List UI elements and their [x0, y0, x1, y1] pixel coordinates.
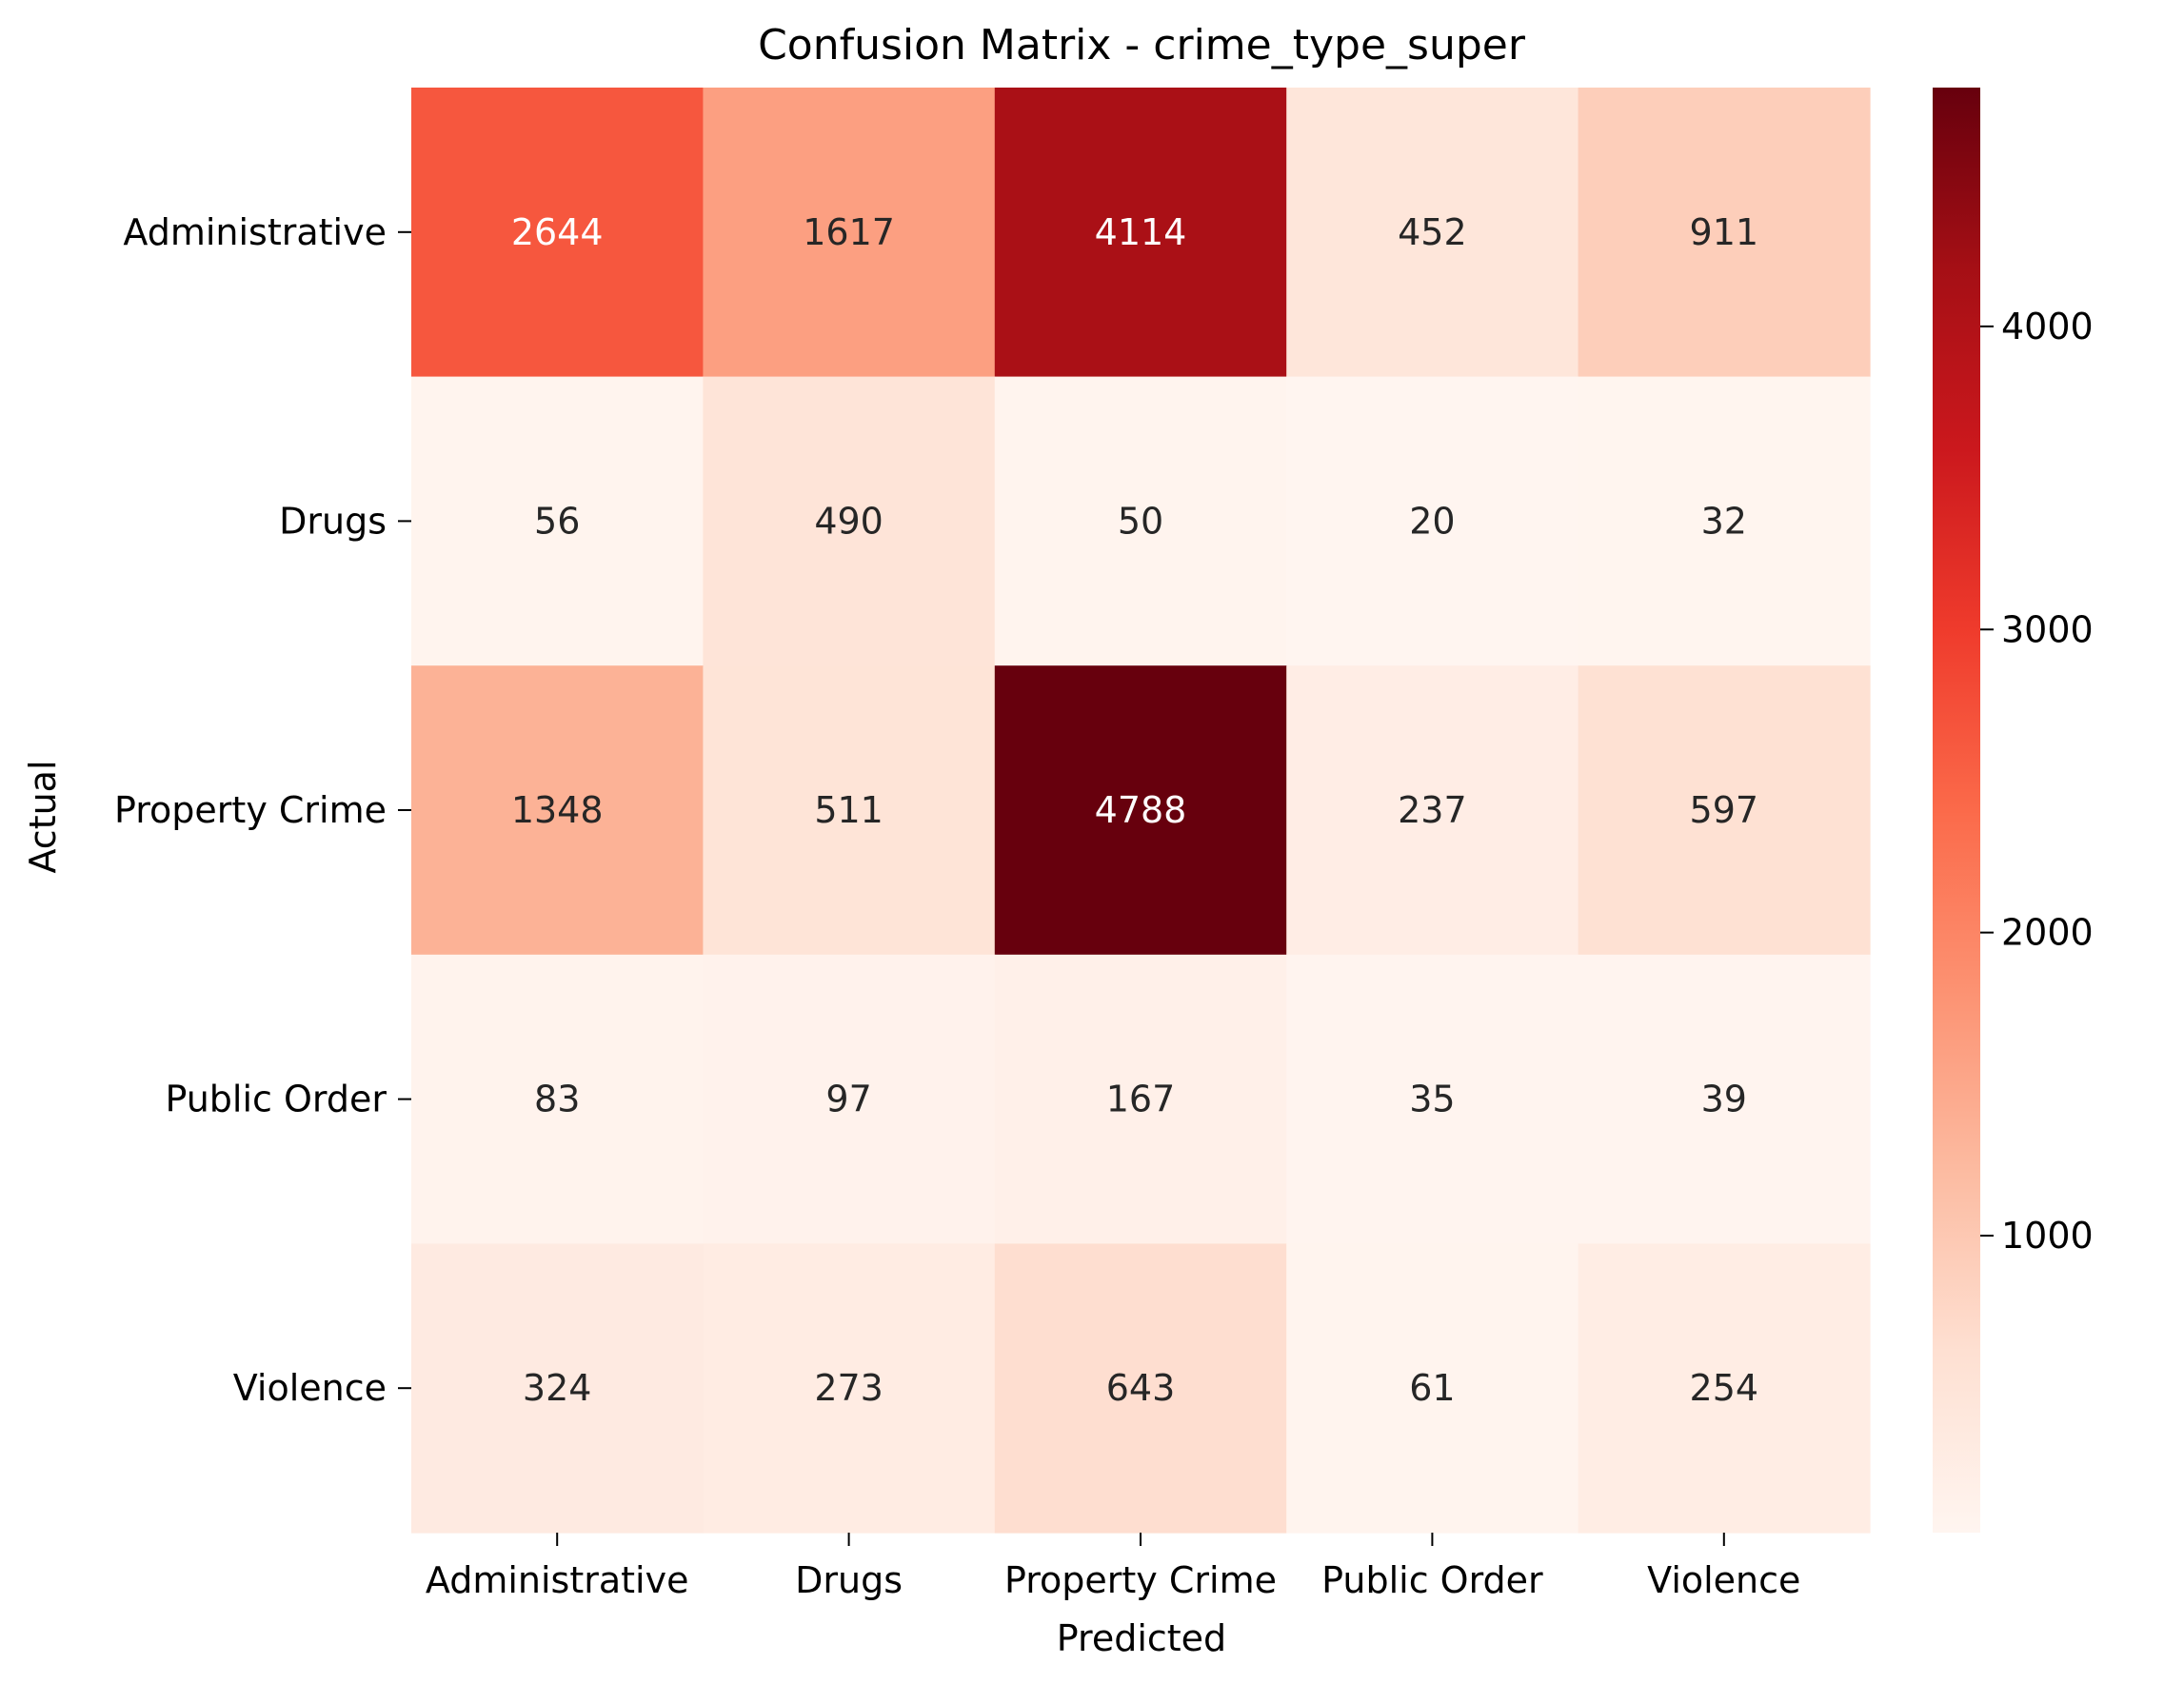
cell-value-label: 20 — [1409, 500, 1455, 542]
cell-value-label: 61 — [1409, 1367, 1455, 1409]
cell-value-label: 2644 — [511, 211, 604, 253]
cell-value-label: 39 — [1701, 1079, 1747, 1120]
heatmap-cell — [703, 1243, 996, 1534]
heatmap-cell — [994, 1243, 1287, 1534]
heatmap-cell — [1578, 88, 1871, 378]
y-tick-label: Public Order — [165, 1079, 387, 1120]
heatmap-cell — [1286, 665, 1579, 956]
cell-value-label: 167 — [1106, 1079, 1176, 1120]
cell-value-label: 452 — [1398, 211, 1467, 253]
cell-value-label: 511 — [814, 789, 884, 831]
heatmap-cell — [411, 954, 704, 1244]
x-axis-label: Predicted — [1057, 1617, 1226, 1659]
cell-value-label: 254 — [1690, 1367, 1759, 1409]
x-axis: Administrative Drugs Property Crime Public … — [426, 1533, 1800, 1601]
heatmap-cell — [1578, 665, 1871, 956]
cell-value-label: 490 — [814, 500, 884, 542]
cell-value-label: 1617 — [803, 211, 895, 253]
cell-value-label: 1348 — [511, 789, 604, 831]
heatmap-cell — [1286, 88, 1579, 378]
heatmap-cell — [1286, 954, 1579, 1244]
heatmap-cell — [411, 376, 704, 666]
cell-value-label: 97 — [825, 1079, 871, 1120]
cell-value-label: 83 — [534, 1079, 580, 1120]
colorbar-tick-label: 1000 — [2001, 1215, 2094, 1257]
y-axis: Administrative Drugs Property Crime Public … — [114, 211, 411, 1409]
heatmap-cell — [1286, 1243, 1579, 1534]
cell-value-label: 643 — [1106, 1367, 1176, 1409]
heatmap-cell-labels: 2644 1617 4114 452 911 56 490 50 20 32 1348 511 4788… — [511, 211, 1758, 1409]
cell-value-label: 324 — [523, 1367, 592, 1409]
cell-value-label: 35 — [1409, 1079, 1455, 1120]
heatmap-cell — [703, 88, 996, 378]
heatmap-cell — [994, 88, 1287, 378]
cell-value-label: 32 — [1701, 500, 1747, 542]
cell-value-label: 237 — [1398, 789, 1467, 831]
x-tick-label: Property Crime — [1004, 1559, 1277, 1601]
x-tick-label: Administrative — [426, 1559, 689, 1601]
colorbar-tick-label: 2000 — [2001, 912, 2094, 954]
heatmap-cells — [411, 88, 1871, 1534]
heatmap-cell — [1286, 376, 1579, 666]
x-tick-label: Public Order — [1321, 1559, 1543, 1601]
heatmap-cell — [703, 376, 996, 666]
colorbar-tick-label: 4000 — [2001, 306, 2094, 347]
chart-title: Confusion Matrix - crime_type_super — [758, 21, 1526, 69]
cell-value-label: 273 — [814, 1367, 884, 1409]
heatmap-cell — [994, 954, 1287, 1244]
cell-value-label: 50 — [1118, 500, 1163, 542]
colorbar-tick-label: 3000 — [2001, 608, 2094, 650]
heatmap-cell — [411, 665, 704, 956]
x-tick-label: Violence — [1647, 1559, 1800, 1601]
cell-value-label: 4114 — [1095, 211, 1187, 253]
cell-value-label: 911 — [1690, 211, 1759, 253]
cell-value-label: 4788 — [1095, 789, 1187, 831]
heatmap-cell — [411, 88, 704, 378]
y-tick-label: Administrative — [123, 211, 387, 253]
y-tick-label: Violence — [233, 1367, 387, 1409]
y-tick-label: Property Crime — [114, 789, 387, 831]
heatmap-cell — [703, 954, 996, 1244]
colorbar-ticks: 1000 2000 3000 4000 — [1980, 306, 2094, 1257]
heatmap-cell — [1578, 376, 1871, 666]
heatmap-cell — [994, 376, 1287, 666]
heatmap-cell — [1578, 1243, 1871, 1534]
x-tick-label: Drugs — [795, 1559, 903, 1601]
y-tick-label: Drugs — [279, 500, 387, 542]
heatmap-cell — [1578, 954, 1871, 1244]
heatmap-cell — [703, 665, 996, 956]
colorbar — [1933, 88, 1980, 1533]
cell-value-label: 597 — [1690, 789, 1759, 831]
y-axis-label: Actual — [22, 760, 64, 873]
heatmap-cell — [994, 665, 1287, 956]
heatmap-cell — [411, 1243, 704, 1534]
cell-value-label: 56 — [534, 500, 580, 542]
